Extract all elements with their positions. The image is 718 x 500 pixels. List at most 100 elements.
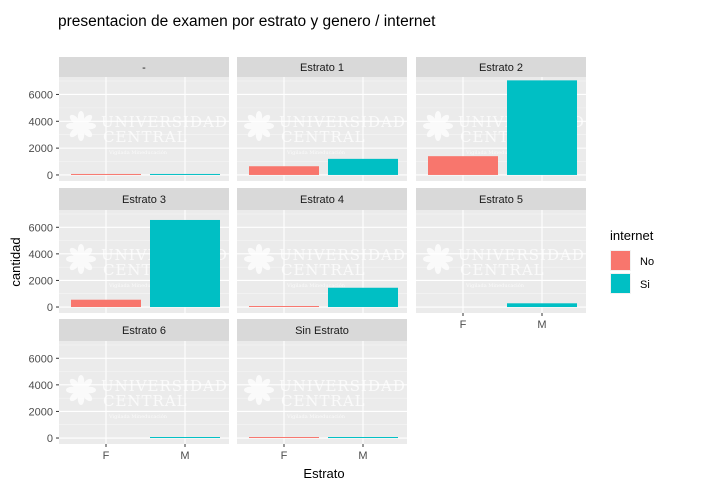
watermark-emblem-petal — [69, 391, 80, 402]
watermark-tagline: Vigilada Mineducación — [108, 149, 168, 156]
watermark-emblem-petal — [439, 260, 450, 271]
facet-strip-label: Estrato 1 — [300, 62, 344, 74]
bar — [249, 437, 319, 439]
watermark-emblem-petal — [441, 122, 453, 130]
facet-strip-label: Estrato 5 — [479, 194, 523, 206]
facet-strip — [59, 319, 229, 341]
facet-panel: Estrato 2UNIVERSIDADCENTRALVigilada Mine… — [416, 57, 586, 181]
watermark-emblem-petal — [434, 129, 442, 141]
watermark-emblem-petal — [247, 378, 258, 389]
watermark-emblem-petal — [255, 129, 263, 141]
facet-strip-label: Estrato 3 — [122, 194, 166, 206]
watermark-emblem-core — [254, 121, 264, 131]
watermark-emblem-petal — [77, 244, 85, 256]
watermark-emblem-petal — [255, 111, 263, 123]
bar — [249, 306, 319, 308]
watermark-emblem-petal — [434, 111, 442, 123]
y-tick-label: 2000 — [29, 275, 53, 287]
bar — [71, 173, 141, 175]
watermark-emblem-petal — [69, 260, 80, 271]
watermark-emblem-petal — [82, 260, 93, 271]
watermark-emblem-petal — [77, 375, 85, 387]
watermark-emblem-petal — [84, 255, 96, 263]
watermark-emblem-petal — [439, 127, 450, 138]
watermark-emblem-petal — [260, 260, 271, 271]
watermark-emblem-petal — [69, 247, 80, 258]
watermark-emblem-petal — [423, 255, 435, 263]
watermark-emblem-petal — [255, 393, 263, 405]
x-axis-label: Estrato — [303, 466, 344, 481]
watermark-emblem-petal — [434, 244, 442, 256]
watermark-emblem-petal — [69, 114, 80, 125]
watermark-line1: UNIVERSIDAD — [458, 246, 585, 264]
watermark-line2: CENTRAL — [281, 392, 366, 410]
x-tick-label: M — [537, 319, 546, 331]
facet-strip — [416, 57, 586, 77]
bar — [507, 80, 577, 175]
facet-strip — [237, 319, 407, 341]
watermark-line2: CENTRAL — [281, 261, 366, 279]
bar — [150, 437, 220, 439]
facet-strip-label: Estrato 6 — [122, 325, 166, 337]
watermark-line2: CENTRAL — [281, 128, 366, 146]
watermark-emblem-core — [433, 254, 443, 264]
watermark-emblem-petal — [244, 122, 256, 130]
bar — [71, 299, 141, 308]
watermark-emblem-petal — [255, 375, 263, 387]
watermark-emblem-petal — [82, 391, 93, 402]
watermark-emblem-petal — [247, 127, 258, 138]
y-tick-label: 0 — [47, 302, 53, 314]
y-tick-label: 0 — [47, 433, 53, 445]
legend-label: No — [640, 256, 654, 268]
facet-strip — [237, 188, 407, 210]
bar — [507, 303, 577, 308]
watermark-line1: UNIVERSIDAD — [101, 113, 228, 131]
watermark-emblem-petal — [247, 114, 258, 125]
x-tick-label: F — [460, 319, 467, 331]
y-tick-label: 6000 — [29, 222, 53, 234]
watermark-emblem-petal — [262, 122, 274, 130]
watermark-emblem-petal — [66, 386, 78, 394]
watermark-emblem-petal — [426, 247, 437, 258]
facet-strip — [416, 188, 586, 210]
legend-key — [611, 274, 630, 293]
watermark-emblem-petal — [262, 255, 274, 263]
chart-title: presentacion de examen por estrato y gen… — [58, 13, 436, 30]
watermark-emblem-petal — [77, 129, 85, 141]
watermark-emblem-petal — [426, 114, 437, 125]
watermark-line2: CENTRAL — [460, 261, 545, 279]
watermark-emblem-petal — [82, 378, 93, 389]
watermark-tagline: Vigilada Mineducación — [108, 413, 168, 420]
legend: internet No Si — [610, 228, 654, 294]
watermark-emblem-petal — [262, 386, 274, 394]
bar — [150, 219, 220, 308]
legend-items: No Si — [610, 250, 654, 294]
y-tick-label: 6000 — [29, 89, 53, 101]
watermark-emblem-petal — [247, 260, 258, 271]
y-tick-label: 4000 — [29, 116, 53, 128]
x-tick-label: F — [103, 450, 110, 462]
watermark-line1: UNIVERSIDAD — [279, 113, 406, 131]
facet-strip — [59, 188, 229, 210]
watermark-emblem-petal — [247, 391, 258, 402]
watermark-emblem-petal — [244, 386, 256, 394]
watermark-emblem-petal — [441, 255, 453, 263]
facet-panel: Estrato 3UNIVERSIDADCENTRALVigilada Mine… — [29, 188, 229, 314]
watermark-emblem-core — [76, 254, 86, 264]
watermark-emblem-core — [254, 385, 264, 395]
watermark-emblem-petal — [260, 378, 271, 389]
watermark-line1: UNIVERSIDAD — [101, 377, 228, 395]
bar — [328, 287, 398, 308]
y-tick-label: 2000 — [29, 143, 53, 155]
watermark-emblem-petal — [247, 247, 258, 258]
facet-strip — [59, 57, 229, 77]
y-axis-label: cantidad — [8, 237, 23, 286]
